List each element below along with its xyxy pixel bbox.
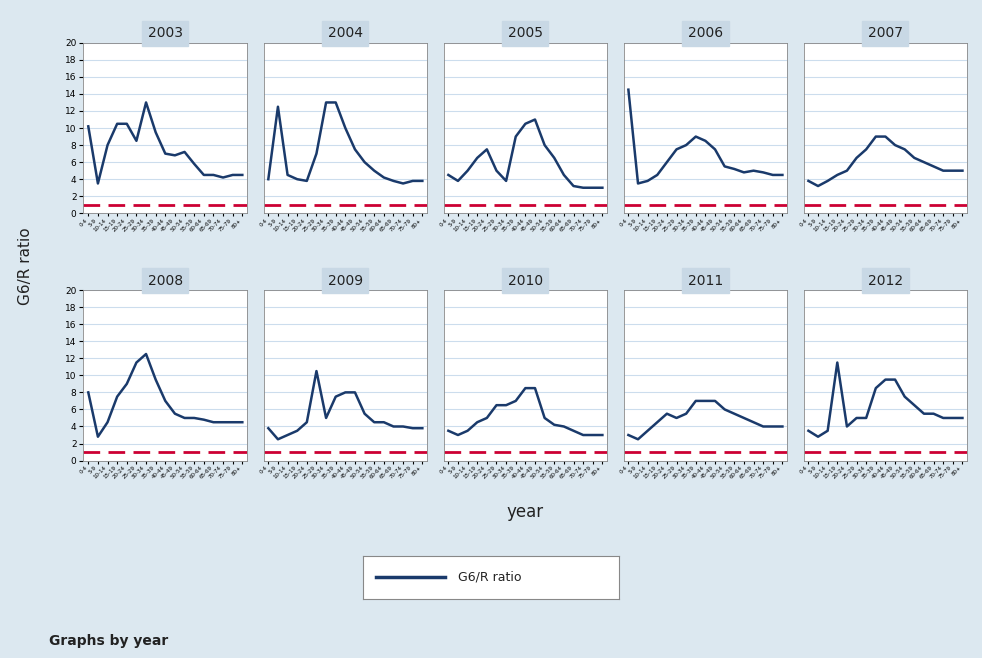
Title: 2005: 2005 — [508, 26, 543, 40]
Title: 2008: 2008 — [147, 274, 183, 288]
Title: 2004: 2004 — [328, 26, 362, 40]
Title: 2012: 2012 — [868, 274, 903, 288]
Text: G6/R ratio: G6/R ratio — [458, 571, 521, 584]
Title: 2006: 2006 — [687, 26, 723, 40]
Title: 2011: 2011 — [687, 274, 723, 288]
Text: year: year — [507, 503, 544, 520]
Text: Graphs by year: Graphs by year — [49, 634, 168, 648]
Title: 2007: 2007 — [868, 26, 902, 40]
Title: 2009: 2009 — [328, 274, 363, 288]
Title: 2010: 2010 — [508, 274, 543, 288]
Text: G6/R ratio: G6/R ratio — [18, 228, 32, 305]
Title: 2003: 2003 — [148, 26, 183, 40]
